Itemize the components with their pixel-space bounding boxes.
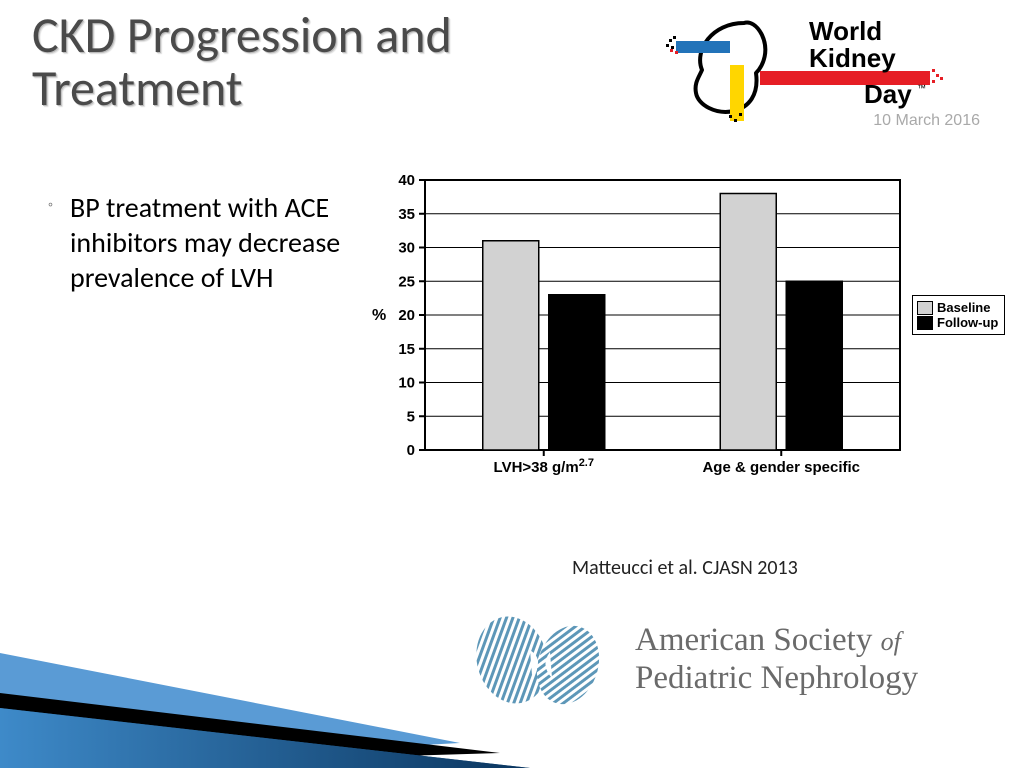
legend-label: Baseline — [937, 300, 990, 315]
svg-text:20: 20 — [398, 307, 415, 324]
svg-text:™: ™ — [917, 83, 926, 93]
svg-text:LVH>38 g/m2.7: LVH>38 g/m2.7 — [494, 457, 594, 476]
lvh-bar-chart: 0 5 10 15 20 25 30 35 40% LVH>38 g/m2.7 Age & gend… — [370, 170, 920, 500]
svg-text:25: 25 — [398, 273, 415, 290]
aspn-text: American Society of Pediatric Nephrology — [635, 622, 918, 698]
bullet-marker: ◦ — [48, 196, 53, 213]
svg-text:40: 40 — [398, 172, 415, 189]
legend-label: Follow-up — [937, 315, 998, 330]
corner-wedge-icon — [0, 598, 530, 768]
wkd-date: 10 March 2016 — [873, 112, 980, 130]
bullet-text: BP treatment with ACE inhibitors may dec… — [70, 190, 348, 295]
aspn-line2: Pediatric Nephrology — [635, 660, 918, 696]
wkd-logo: World Kidney Day ™ 10 March 2016 — [664, 15, 984, 135]
wkd-text-kidney: Kidney — [809, 43, 896, 73]
legend-item-followup: Follow-up — [917, 315, 998, 330]
citation: Matteucci et al. CJASN 2013 — [572, 556, 798, 580]
wkd-text-world: World — [809, 16, 882, 46]
svg-text:10: 10 — [398, 375, 415, 392]
wkd-text-day: Day — [864, 79, 912, 109]
legend-swatch-icon — [917, 316, 933, 330]
svg-text:30: 30 — [398, 240, 415, 257]
svg-text:35: 35 — [398, 206, 415, 223]
slide: CKD Progression and Treatment World Kidn… — [0, 0, 1024, 768]
svg-text:0: 0 — [407, 442, 415, 459]
svg-text:Age & gender specific: Age & gender specific — [702, 459, 860, 476]
legend-swatch-icon — [917, 301, 933, 315]
aspn-logo: American Society of Pediatric Nephrology — [470, 600, 1010, 720]
page-title: CKD Progression and Treatment — [32, 10, 632, 115]
svg-text:15: 15 — [398, 341, 415, 358]
legend-item-baseline: Baseline — [917, 300, 998, 315]
aspn-line1: American Society — [635, 622, 881, 658]
svg-text:5: 5 — [407, 408, 415, 425]
chart-legend: Baseline Follow-up — [912, 295, 1005, 335]
aspn-of: of — [881, 627, 901, 656]
bullet: ◦ BP treatment with ACE inhibitors may d… — [48, 190, 348, 295]
svg-text:%: % — [372, 307, 386, 324]
